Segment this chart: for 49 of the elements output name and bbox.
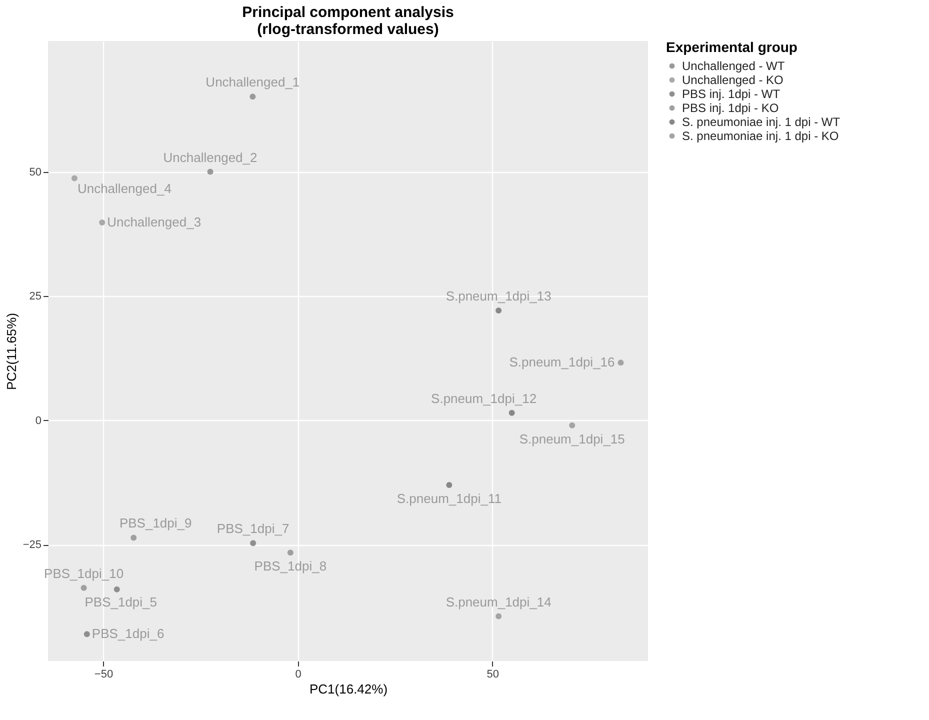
point <box>618 360 624 366</box>
point <box>84 631 90 638</box>
annotation: PBS_1dpi_8 <box>254 558 327 574</box>
legend-label: S. pneumoniae inj. 1 dpi - KO <box>682 129 839 143</box>
legend-label: Unchallenged - WT <box>682 59 786 73</box>
y-tick-label: 50 <box>29 166 42 178</box>
point <box>508 410 515 416</box>
y-axis-title: PC2(11.65%) <box>4 312 19 390</box>
y-tick-label: −25 <box>22 539 42 552</box>
annotation: PBS_1dpi_7 <box>216 521 290 536</box>
annotation: Unchallenged_4 <box>77 181 172 196</box>
point <box>207 168 214 175</box>
y-tick-label: 0 <box>35 414 42 427</box>
x-tick-label: 50 <box>486 668 499 680</box>
point <box>99 219 106 226</box>
annotation: S.pneum_1dpi_14 <box>446 594 552 610</box>
annotation: PBS_1dpi_10 <box>44 566 124 581</box>
annotation: Unchallenged_1 <box>206 74 300 90</box>
annotation: S.pneum_1dpi_15 <box>519 431 625 446</box>
annotation: Unchallenged_3 <box>107 214 202 230</box>
x-axis-title: PC1(16.42%) <box>309 682 388 696</box>
point <box>496 307 502 314</box>
annotation: PBS_1dpi_5 <box>84 594 158 610</box>
point <box>250 540 256 546</box>
chart-title: Principal component analysis (rlog-transformed values) <box>242 4 454 38</box>
point <box>569 422 576 428</box>
legend-label: PBS inj. 1dpi - WT <box>682 87 781 101</box>
point <box>114 586 120 592</box>
point <box>446 482 452 488</box>
annotation: S.pneum_1dpi_16 <box>509 354 615 370</box>
annotation: S.pneum_1dpi_11 <box>396 490 502 506</box>
annotation: Unchallenged_2 <box>163 150 258 165</box>
point <box>287 550 294 556</box>
annotation: PBS_1dpi_6 <box>92 626 164 642</box>
point <box>496 613 502 620</box>
annotation: S.pneum_1dpi_13 <box>446 288 552 304</box>
annotation: S.pneum_1dpi_12 <box>431 390 537 406</box>
point <box>71 175 78 182</box>
legend-label: Unchallenged - KO <box>682 73 784 87</box>
point <box>80 584 87 591</box>
legend-label: PBS inj. 1dpi - KO <box>682 101 779 115</box>
legend-title: Experimental group <box>666 39 798 55</box>
legend-label: S. pneumoniae inj. 1 dpi - WT <box>682 115 841 129</box>
x-tick-label: 0 <box>295 668 302 680</box>
y-tick-label: 25 <box>29 290 42 303</box>
point <box>130 534 137 541</box>
point <box>250 94 256 100</box>
x-tick-label: −50 <box>94 668 114 680</box>
annotation: PBS_1dpi_9 <box>119 516 192 531</box>
